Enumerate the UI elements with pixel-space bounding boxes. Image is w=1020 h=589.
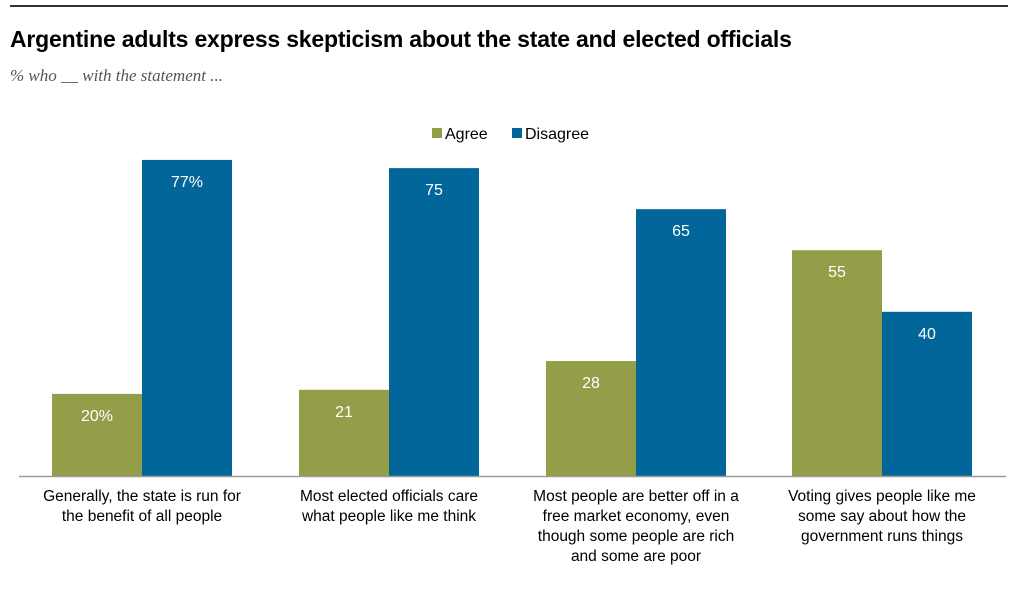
data-label-disagree-3: 65 [672,223,690,240]
legend-swatch-disagree [512,128,522,138]
bar-agree-2 [299,389,389,476]
data-label-agree-4: 55 [828,264,846,281]
bars-group [52,159,972,477]
x-tick-label-3: Most people are better off in a free mark… [516,487,756,567]
x-tick-label-line: Voting gives people like me [788,488,976,505]
x-tick-label-line: government runs things [801,528,963,545]
legend: Agree Disagree [432,126,589,143]
data-labels-group: 20% 77% 21 75 28 65 55 40 [81,174,936,425]
x-tick-label-line: and some are poor [570,548,702,565]
chart-title: Argentine adults express skepticism abou… [10,26,792,52]
top-rule [10,5,1008,7]
bar-disagree-3 [636,209,726,477]
data-label-agree-1: 20% [81,408,113,425]
x-tick-label-line: free market economy, even [542,508,730,525]
legend-swatch-agree [432,128,442,138]
x-tick-label-line: what people like me think [301,508,477,525]
bar-agree-1 [52,393,142,476]
x-tick-label-line: Most elected officials care [299,488,479,505]
data-label-disagree-1: 77% [171,174,203,191]
bar-disagree-1 [142,159,232,477]
x-tick-label-2: Most elected officials care what people l… [269,487,509,527]
x-tick-label-line: the benefit of all people [61,508,223,525]
data-label-agree-2: 21 [335,404,353,421]
data-label-disagree-2: 75 [425,182,443,199]
bar-agree-4 [792,250,882,476]
data-label-disagree-4: 40 [918,326,936,343]
bar-disagree-2 [389,168,479,476]
legend-label-agree: Agree [445,126,488,143]
x-tick-label-line: Most people are better off in a [533,488,739,505]
legend-label-disagree: Disagree [525,126,589,143]
chart-subtitle: % who __ with the statement ... [10,66,223,85]
x-tick-label-line: some say about how the [797,508,967,525]
bar-disagree-4 [882,311,972,476]
bar-agree-3 [546,361,636,476]
x-tick-label-4: Voting gives people like me some say abou… [762,487,1002,547]
data-label-agree-3: 28 [582,375,600,392]
x-tick-label-line: though some people are rich [537,528,735,545]
x-tick-label-1: Generally, the state is run for the benef… [22,487,262,527]
x-tick-label-line: Generally, the state is run for [43,488,241,505]
